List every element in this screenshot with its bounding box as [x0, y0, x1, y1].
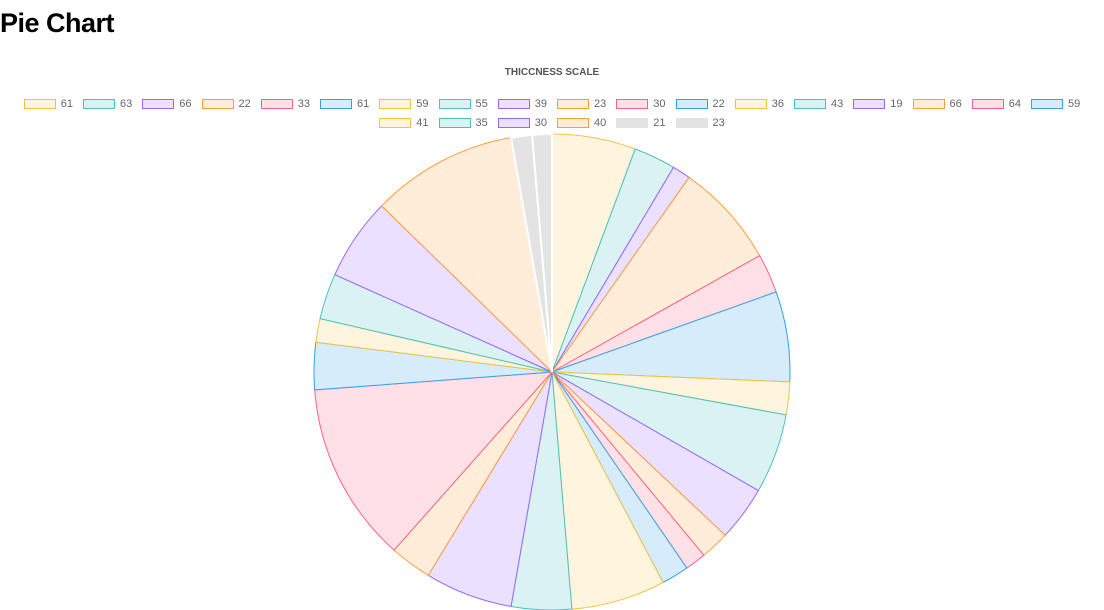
legend-swatch — [201, 98, 234, 109]
legend-label: 22 — [238, 97, 251, 110]
pie-slice[interactable] — [551, 176, 761, 373]
legend-item[interactable]: 66 — [142, 97, 192, 110]
legend-swatch — [675, 98, 708, 109]
legend-label: 39 — [534, 97, 547, 110]
legend-label: 64 — [1008, 97, 1021, 110]
chart-legend: 61 63 66 22 33 61 59 55 39 23 30 22 36 43 19 66 64 59 41 35… — [0, 94, 1104, 132]
legend-swatch — [1031, 98, 1063, 109]
legend-label: 22 — [712, 97, 725, 110]
legend-item[interactable]: 30 — [616, 97, 666, 110]
legend-item[interactable]: 33 — [260, 97, 310, 110]
legend-label: 66 — [949, 97, 962, 110]
legend-swatch — [853, 98, 886, 109]
legend-label: 55 — [475, 97, 488, 110]
legend-label: 35 — [475, 116, 488, 129]
legend-swatch — [912, 98, 945, 109]
legend-item[interactable]: 36 — [734, 97, 784, 110]
legend-row: 41 35 30 40 21 23 — [0, 113, 1104, 132]
legend-swatch — [557, 98, 589, 109]
legend-item[interactable]: 43 — [794, 98, 843, 110]
legend-label: 59 — [1068, 97, 1081, 110]
legend-item[interactable]: 61 — [23, 97, 73, 110]
legend-item[interactable]: 21 — [616, 116, 666, 129]
legend-label: 43 — [831, 97, 844, 110]
legend-label: 61 — [357, 97, 370, 110]
legend-item[interactable]: 23 — [675, 116, 725, 129]
legend-item[interactable]: 64 — [971, 97, 1021, 110]
legend-label: 19 — [890, 97, 903, 110]
legend-label: 21 — [653, 116, 666, 129]
legend-item[interactable]: 40 — [557, 117, 606, 129]
legend-item[interactable]: 39 — [497, 97, 547, 110]
legend-label: 33 — [297, 97, 310, 110]
legend-swatch — [379, 117, 412, 128]
page-title: Pie Chart — [0, 8, 115, 38]
legend-swatch — [438, 117, 471, 128]
legend-label: 30 — [534, 116, 547, 129]
legend-item[interactable]: 22 — [675, 97, 725, 110]
legend-swatch — [497, 117, 530, 128]
legend-label: 23 — [712, 116, 725, 129]
legend-label: 66 — [179, 97, 192, 110]
legend-swatch — [23, 98, 56, 109]
legend-item[interactable]: 63 — [83, 98, 132, 110]
pie-slice[interactable] — [380, 136, 553, 374]
legend-row: 61 63 66 22 33 61 59 55 39 23 30 22 36 43 19 66 64 59 — [0, 94, 1104, 113]
legend-item[interactable]: 35 — [438, 116, 488, 129]
legend-item[interactable]: 30 — [497, 116, 547, 129]
legend-label: 23 — [594, 97, 607, 110]
legend-swatch — [557, 117, 589, 128]
legend-swatch — [675, 117, 708, 128]
legend-label: 59 — [416, 97, 429, 110]
legend-swatch — [497, 98, 530, 109]
legend-label: 41 — [416, 116, 429, 129]
legend-swatch — [260, 98, 293, 109]
legend-swatch — [320, 98, 352, 109]
legend-swatch — [83, 98, 115, 109]
legend-label: 63 — [120, 97, 133, 110]
legend-item[interactable]: 19 — [853, 97, 903, 110]
legend-item[interactable]: 61 — [320, 98, 369, 110]
legend-item[interactable]: 59 — [379, 97, 429, 110]
legend-swatch — [734, 98, 767, 109]
legend-swatch — [142, 98, 175, 109]
legend-item[interactable]: 22 — [201, 97, 251, 110]
legend-label: 30 — [653, 97, 666, 110]
legend-item[interactable]: 41 — [379, 116, 429, 129]
legend-swatch — [379, 98, 412, 109]
legend-swatch — [616, 117, 649, 128]
legend-item[interactable]: 23 — [557, 98, 606, 110]
legend-label: 40 — [594, 116, 607, 129]
legend-item[interactable]: 59 — [1031, 98, 1080, 110]
legend-item[interactable]: 55 — [438, 97, 488, 110]
pie-slice[interactable] — [531, 132, 553, 373]
chart-title: THICCNESS SCALE — [504, 67, 600, 78]
legend-swatch — [794, 98, 826, 109]
pie-slice[interactable] — [314, 371, 554, 551]
legend-swatch — [616, 98, 649, 109]
legend-label: 61 — [60, 97, 73, 110]
legend-item[interactable]: 66 — [912, 97, 962, 110]
legend-label: 36 — [771, 97, 784, 110]
legend-swatch — [438, 98, 471, 109]
legend-swatch — [971, 98, 1004, 109]
